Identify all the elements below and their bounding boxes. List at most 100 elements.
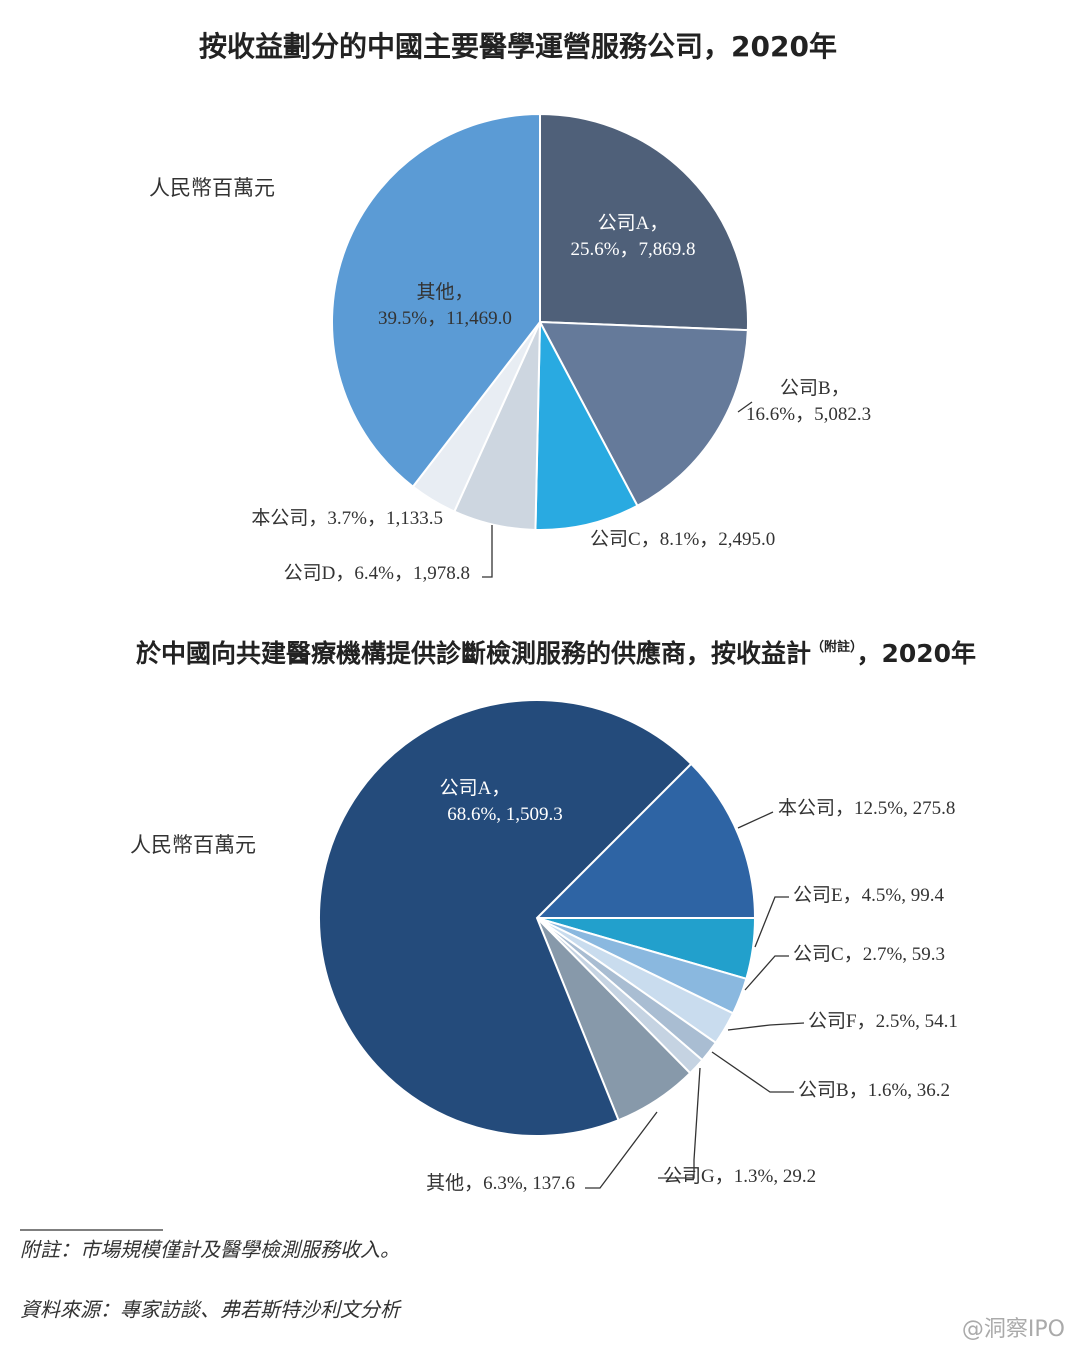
label-amount: 1,978.8: [413, 563, 470, 584]
slice-label: 39.5%，11,469.0: [378, 308, 512, 329]
label-percent: 3.7%: [327, 508, 367, 529]
slice-label: 其他，: [416, 281, 473, 303]
label-amount: 36.2: [917, 1080, 950, 1101]
label-amount: 11,469.0: [446, 308, 512, 329]
label-sep: ，: [699, 529, 718, 550]
slice-label: 16.6%，5,082.3: [746, 404, 871, 425]
slice-label: 公司E，4.5%, 99.4: [793, 885, 944, 906]
label-sep: ，: [394, 563, 413, 584]
label-name: 公司B: [798, 1080, 849, 1101]
label-amount: 1,133.5: [386, 508, 443, 529]
label-percent: 12.5%: [854, 798, 903, 819]
label-name: 公司A: [440, 778, 492, 799]
label-percent: 1.3%: [734, 1166, 774, 1187]
label-percent: 16.6%: [746, 404, 795, 425]
slice-label: 本公司，3.7%，1,133.5: [251, 507, 443, 529]
label-percent: 68.6%: [447, 804, 496, 825]
label-name: 公司E: [793, 885, 843, 906]
label-sep: ，: [641, 529, 660, 550]
slice-label: 公司F，2.5%, 54.1: [808, 1011, 958, 1032]
label-sep: ，: [335, 563, 354, 584]
label-sep: ,: [773, 1166, 783, 1187]
label-sep: ，: [367, 508, 386, 529]
label-name: 公司C: [793, 944, 844, 965]
title-suffix: ，2020年: [856, 639, 976, 668]
slice-label: 公司C，8.1%，2,495.0: [590, 529, 775, 550]
label-sep: ，: [620, 239, 639, 260]
label-amount: 275.8: [913, 798, 956, 819]
label-percent: 2.7%: [863, 944, 903, 965]
slice-label: 公司B，: [780, 378, 850, 399]
label-sep: ，: [649, 213, 668, 234]
leader-line: [737, 811, 774, 829]
label-sep: ，: [843, 885, 862, 906]
label-sep: ，: [308, 508, 327, 529]
leader-line: [658, 1067, 701, 1179]
label-name: 公司A: [598, 213, 650, 234]
label-amount: 1,509.3: [506, 804, 563, 825]
label-sep: ,: [915, 1011, 925, 1032]
label-amount: 7,869.8: [639, 239, 696, 260]
label-sep: ,: [907, 1080, 917, 1101]
leader-line: [754, 896, 789, 948]
title-text: 按收益劃分的中國主要醫學運營服務公司，2020年: [199, 30, 837, 63]
label-sep: ，: [849, 1080, 868, 1101]
title-note: （附註）: [811, 639, 857, 655]
label-name: 公司D: [284, 563, 336, 584]
label-percent: 39.5%: [378, 308, 427, 329]
pie-slice: [534, 762, 757, 919]
label-sep: ，: [715, 1166, 734, 1187]
label-sep: ，: [844, 944, 863, 965]
label-sep: ，: [831, 378, 850, 399]
label-percent: 6.4%: [354, 563, 394, 584]
label-percent: 2.5%: [876, 1011, 916, 1032]
label-name: 公司B: [780, 378, 831, 399]
label-sep: ，: [427, 308, 446, 329]
chart-title: 按收益劃分的中國主要醫學運營服務公司，2020年: [199, 30, 837, 63]
slice-label: 其他，6.3%, 137.6: [426, 1172, 575, 1194]
footnote: 附註：市場規模僅計及醫學檢測服務收入。: [20, 1240, 400, 1262]
label-name: 其他: [426, 1172, 464, 1194]
slice-label: 公司C，2.7%, 59.3: [793, 944, 945, 965]
label-sep: ，: [491, 778, 510, 799]
pie-slice: [318, 698, 693, 1137]
unit-label: 人民幣百萬元: [149, 176, 275, 200]
leader-line: [727, 1022, 805, 1031]
label-percent: 4.5%: [862, 885, 902, 906]
label-name: 本公司: [778, 797, 835, 819]
slice-label: 公司A，: [440, 778, 511, 799]
leader-line: [737, 401, 753, 413]
slice-label: 公司D，6.4%，1,978.8: [284, 563, 470, 584]
label-sep: ，: [464, 1173, 483, 1194]
leader-line: [482, 525, 493, 578]
label-name: 其他: [416, 281, 454, 303]
label-name: 公司F: [808, 1011, 857, 1032]
label-amount: 5,082.3: [814, 404, 871, 425]
label-percent: 8.1%: [660, 529, 700, 550]
pie-slice: [534, 318, 639, 531]
chart-title: 於中國向共建醫療機構提供診斷檢測服務的供應商，按收益計（附註），2020年: [136, 639, 976, 668]
label-sep: ,: [496, 804, 506, 825]
label-sep: ,: [903, 798, 913, 819]
leader-line: [744, 955, 789, 991]
slice-label: 25.6%，7,869.8: [570, 239, 695, 260]
label-name: 公司C: [590, 529, 641, 550]
label-amount: 2,495.0: [718, 529, 775, 550]
label-percent: 25.6%: [570, 239, 619, 260]
label-sep: ，: [795, 404, 814, 425]
label-amount: 29.2: [783, 1166, 816, 1187]
unit-label: 人民幣百萬元: [130, 833, 256, 857]
label-percent: 1.6%: [868, 1080, 908, 1101]
watermark: @洞察IPO: [962, 1317, 1065, 1342]
slice-label: 公司B，1.6%, 36.2: [798, 1080, 950, 1101]
leader-line: [711, 1051, 794, 1093]
title-text: 於中國向共建醫療機構提供診斷檢測服務的供應商，按收益計: [136, 639, 811, 668]
label-amount: 99.4: [911, 885, 945, 906]
label-sep: ,: [523, 1173, 533, 1194]
label-name: 本公司: [251, 507, 308, 529]
source: 資料來源：專家訪談、弗若斯特沙利文分析: [20, 1300, 402, 1322]
label-sep: ，: [857, 1011, 876, 1032]
label-amount: 137.6: [532, 1173, 575, 1194]
pie-slice: [331, 112, 541, 489]
